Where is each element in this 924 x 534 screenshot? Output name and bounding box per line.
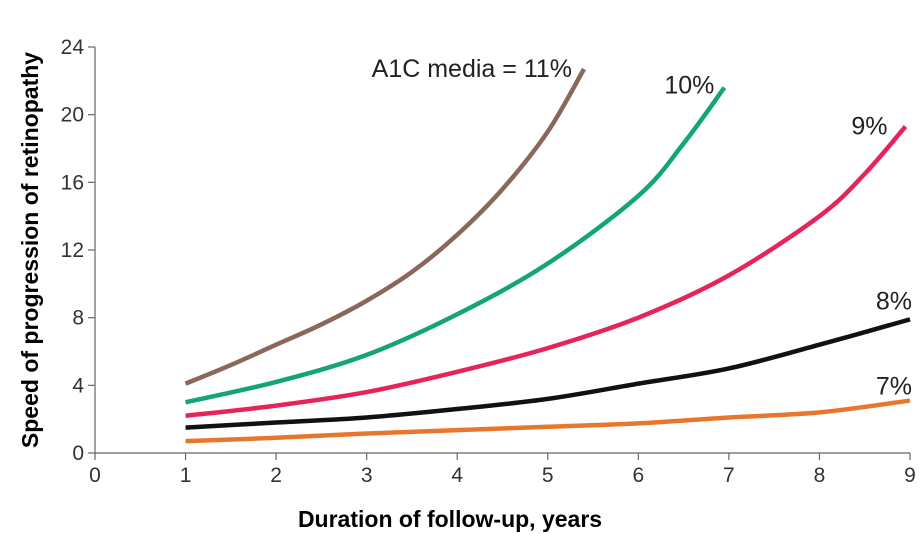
y-tick-label: 16 [61,171,84,194]
y-tick-label: 20 [61,104,84,127]
axes [88,46,911,460]
x-axis-title: Duration of follow-up, years [298,506,602,532]
series-label-0: A1C media = 11% [372,55,572,83]
x-tick-label: 0 [89,464,101,487]
x-tick-label: 3 [361,464,373,487]
series-label-2: 9% [851,113,887,141]
y-axis-title: Speed of progression of retinopathy [17,52,43,448]
series-labels: A1C media = 11% 10% 9% 8% 7% [372,55,912,401]
x-tick-label: 7 [723,464,735,487]
x-tick-label: 2 [270,464,282,487]
y-tick-label: 24 [61,36,85,59]
y-tick-label: 8 [72,307,84,330]
series-line-2 [185,125,908,419]
series-label-3: 8% [876,287,912,315]
series-line-4 [185,398,911,444]
series-label-4: 7% [876,373,912,401]
series-label-1: 10% [664,72,714,100]
series-line-0 [184,67,586,386]
series-line-3 [185,317,911,430]
series-line-1 [185,86,727,405]
series-lines [184,67,911,444]
x-tick-label: 5 [542,464,554,487]
y-tick-label: 12 [61,239,84,262]
x-tick-label: 4 [451,464,463,487]
x-tick-label: 6 [632,464,644,487]
x-tick-label: 8 [814,464,826,487]
y-tick-label: 4 [72,374,84,397]
y-tick-label: 0 [72,442,84,465]
x-tick-label: 1 [180,464,192,487]
x-tick-label: 9 [904,464,916,487]
